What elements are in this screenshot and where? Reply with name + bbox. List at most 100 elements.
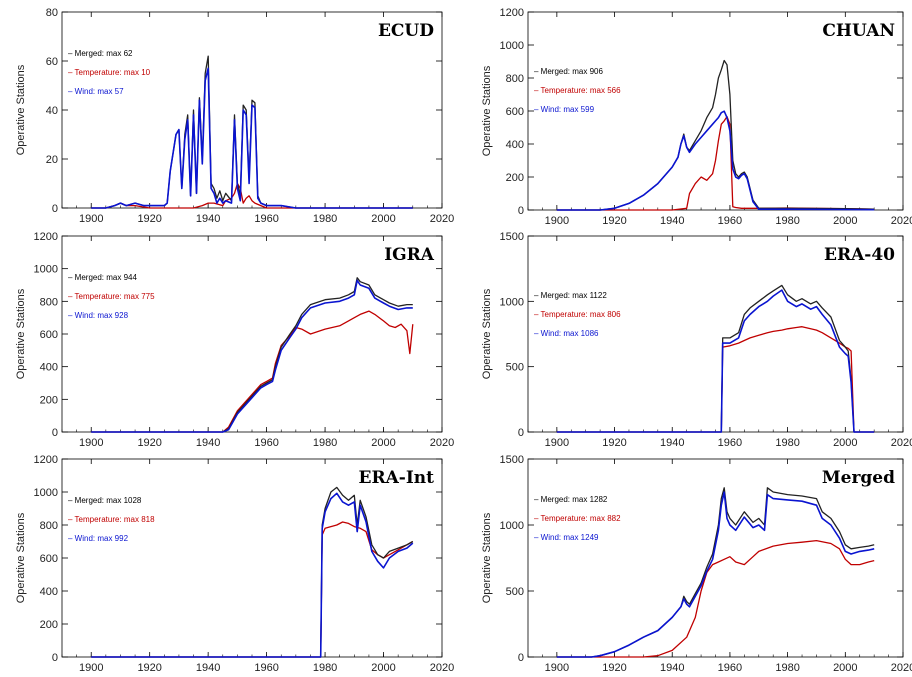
panel-1: 1900 1920 1940 1960 1980 2000 2020 0 200 400 600 80…: [481, 7, 912, 227]
y-tick-label: 1000: [500, 520, 524, 532]
x-tick-label: 1960: [254, 662, 278, 674]
panel-title: IGRA: [384, 245, 435, 265]
series-line-temperature: [91, 521, 414, 658]
x-tick-label: 1980: [775, 662, 799, 674]
series-line-wind: [91, 67, 413, 209]
panel-title: ERA-Int: [359, 468, 435, 488]
legend-entry: – Wind: max 1086: [534, 329, 599, 338]
x-tick-label: 1940: [196, 662, 220, 674]
x-tick-label: 1900: [79, 213, 103, 225]
y-tick-label: 20: [46, 154, 58, 166]
x-tick-label: 1960: [718, 437, 742, 449]
y-tick-label: 500: [506, 586, 524, 598]
legend-entry: – Temperature: max 806: [534, 310, 621, 319]
y-tick-label: 40: [46, 105, 58, 117]
x-tick-label: 1900: [545, 662, 569, 674]
legend-entry: – Wind: max 57: [68, 87, 124, 96]
series-line-merged: [556, 284, 875, 433]
y-tick-label: 600: [40, 553, 58, 565]
legend-entry: – Temperature: max 566: [534, 86, 621, 95]
x-tick-label: 2020: [891, 662, 912, 674]
y-tick-label: 1000: [34, 264, 58, 276]
x-tick-label: 1980: [775, 437, 799, 449]
series-line-merged: [91, 55, 413, 209]
x-tick-label: 2000: [833, 215, 857, 227]
x-tick-label: 1920: [602, 662, 626, 674]
y-tick-label: 0: [518, 427, 524, 439]
series-line-wind: [556, 289, 875, 433]
y-tick-label: 0: [518, 652, 524, 664]
y-tick-label: 400: [40, 362, 58, 374]
x-tick-label: 1980: [313, 437, 337, 449]
x-tick-label: 1920: [137, 437, 161, 449]
x-tick-label: 2020: [891, 215, 912, 227]
y-axis-label: Operative Stations: [15, 288, 27, 379]
legend-entry: – Merged: max 62: [68, 49, 133, 58]
x-tick-label: 1900: [545, 437, 569, 449]
x-tick-label: 1980: [313, 662, 337, 674]
x-tick-label: 1940: [660, 437, 684, 449]
legend-entry: – Wind: max 1249: [534, 533, 599, 542]
x-tick-label: 2000: [371, 213, 395, 225]
panel-frame: [527, 458, 904, 658]
legend-entry: – Merged: max 944: [68, 273, 137, 282]
y-tick-label: 0: [52, 427, 58, 439]
x-tick-label: 1980: [313, 213, 337, 225]
x-tick-label: 1920: [137, 213, 161, 225]
x-tick-label: 1920: [602, 437, 626, 449]
x-tick-label: 1920: [602, 215, 626, 227]
y-tick-label: 600: [506, 106, 524, 118]
y-axis-label: Operative Stations: [15, 512, 27, 603]
panel-title: ERA-40: [824, 245, 895, 265]
y-axis-label: Operative Stations: [15, 64, 27, 155]
panel-2: 1900 1920 1940 1960 1980 2000 2020 0 200 400 600 80…: [15, 231, 454, 449]
panel-frame: [61, 235, 443, 433]
y-tick-label: 200: [506, 172, 524, 184]
legend-entry: – Temperature: max 882: [534, 514, 621, 523]
x-tick-label: 1960: [718, 215, 742, 227]
x-tick-label: 1940: [196, 213, 220, 225]
x-tick-label: 2020: [430, 662, 454, 674]
y-tick-label: 1000: [500, 40, 524, 52]
y-tick-label: 1500: [500, 454, 524, 466]
y-tick-label: 1500: [500, 231, 524, 243]
y-tick-label: 400: [506, 139, 524, 151]
x-tick-label: 1900: [545, 215, 569, 227]
series-line-wind: [91, 279, 413, 433]
legend-entry: – Temperature: max 818: [68, 515, 155, 524]
panel-title: ECUD: [378, 21, 434, 41]
x-tick-label: 2020: [430, 213, 454, 225]
x-tick-label: 1960: [718, 662, 742, 674]
y-tick-label: 80: [46, 7, 58, 19]
x-tick-label: 1920: [137, 662, 161, 674]
y-tick-label: 1000: [500, 296, 524, 308]
y-tick-label: 400: [40, 586, 58, 598]
series-line-wind: [556, 491, 875, 658]
series-line-temperature: [556, 115, 875, 211]
series-line-merged: [556, 59, 875, 211]
y-tick-label: 0: [52, 652, 58, 664]
y-axis-label: Operative Stations: [481, 65, 493, 156]
y-tick-label: 800: [506, 73, 524, 85]
y-axis-label: Operative Stations: [481, 512, 493, 603]
legend-entry: – Wind: max 599: [534, 105, 595, 114]
y-tick-label: 60: [46, 56, 58, 68]
series-line-wind: [91, 492, 414, 658]
y-tick-label: 500: [506, 362, 524, 374]
x-tick-label: 2020: [891, 437, 912, 449]
x-tick-label: 1980: [775, 215, 799, 227]
x-tick-label: 1900: [79, 437, 103, 449]
y-tick-label: 0: [518, 205, 524, 217]
series-line-temperature: [91, 310, 414, 433]
x-tick-label: 2000: [833, 437, 857, 449]
panel-title: Merged: [822, 468, 895, 488]
y-tick-label: 800: [40, 296, 58, 308]
x-tick-label: 1940: [196, 437, 220, 449]
legend-entry: – Wind: max 928: [68, 311, 129, 320]
y-tick-label: 1200: [34, 231, 58, 243]
panel-0: 1900 1920 1940 1960 1980 2000 2020 0 20 40 60 80 Ope…: [15, 7, 454, 225]
y-tick-label: 1200: [500, 7, 524, 19]
legend-entry: – Temperature: max 775: [68, 292, 155, 301]
series-line-merged: [91, 486, 414, 658]
